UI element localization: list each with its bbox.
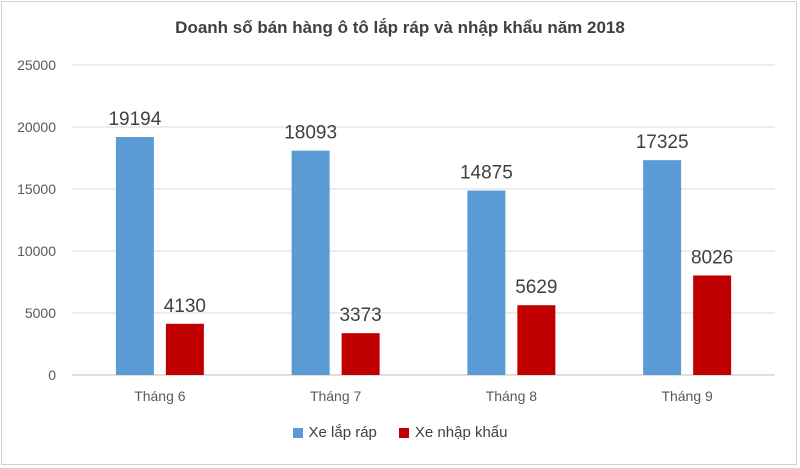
legend-item-series-1: Xe nhập khẩu xyxy=(398,424,508,441)
y-tick-label-2: 10000 xyxy=(17,243,56,259)
x-tick-label-2: Tháng 8 xyxy=(486,388,538,404)
y-tick-label-0: 0 xyxy=(48,367,56,383)
y-tick-label-4: 20000 xyxy=(17,119,56,135)
bar-series-0-cat-0 xyxy=(115,136,154,375)
bar-series-1-cat-3 xyxy=(693,275,732,375)
y-tick-label-5: 25000 xyxy=(17,57,56,73)
x-tick-label-0: Tháng 6 xyxy=(134,388,186,404)
y-tick-label-1: 5000 xyxy=(25,305,56,321)
data-label-series-1-cat-3: 8026 xyxy=(691,247,733,268)
y-tick-label-3: 15000 xyxy=(17,181,56,197)
data-label-series-0-cat-2: 14875 xyxy=(460,163,513,184)
data-label-series-0-cat-1: 18093 xyxy=(284,123,337,144)
legend-label-series-1: Xe nhập khẩu xyxy=(414,424,508,441)
bar-series-1-cat-1 xyxy=(341,333,380,375)
bar-series-0-cat-2 xyxy=(467,190,506,375)
bar-series-0-cat-1 xyxy=(291,150,330,375)
legend-item-series-0: Xe lắp ráp xyxy=(292,424,377,441)
bar-series-0-cat-3 xyxy=(643,160,682,375)
legend-label-series-0: Xe lắp ráp xyxy=(308,424,377,441)
legend-swatch-series-0 xyxy=(292,427,303,438)
legend-swatch-series-1 xyxy=(398,427,409,438)
bar-series-1-cat-2 xyxy=(517,305,556,375)
chart-legend: Xe lắp ráp Xe nhập khẩu xyxy=(0,424,800,441)
x-tick-label-1: Tháng 7 xyxy=(310,388,362,404)
data-label-series-0-cat-0: 19194 xyxy=(108,109,161,130)
data-label-series-1-cat-2: 5629 xyxy=(515,277,557,298)
bar-series-1-cat-0 xyxy=(165,323,204,375)
data-label-series-1-cat-1: 3373 xyxy=(339,305,381,326)
chart-title: Doanh số bán hàng ô tô lắp ráp và nhập k… xyxy=(175,18,625,37)
data-label-series-1-cat-0: 4130 xyxy=(164,296,206,317)
data-label-series-0-cat-3: 17325 xyxy=(636,132,689,153)
x-tick-label-3: Tháng 9 xyxy=(661,388,713,404)
